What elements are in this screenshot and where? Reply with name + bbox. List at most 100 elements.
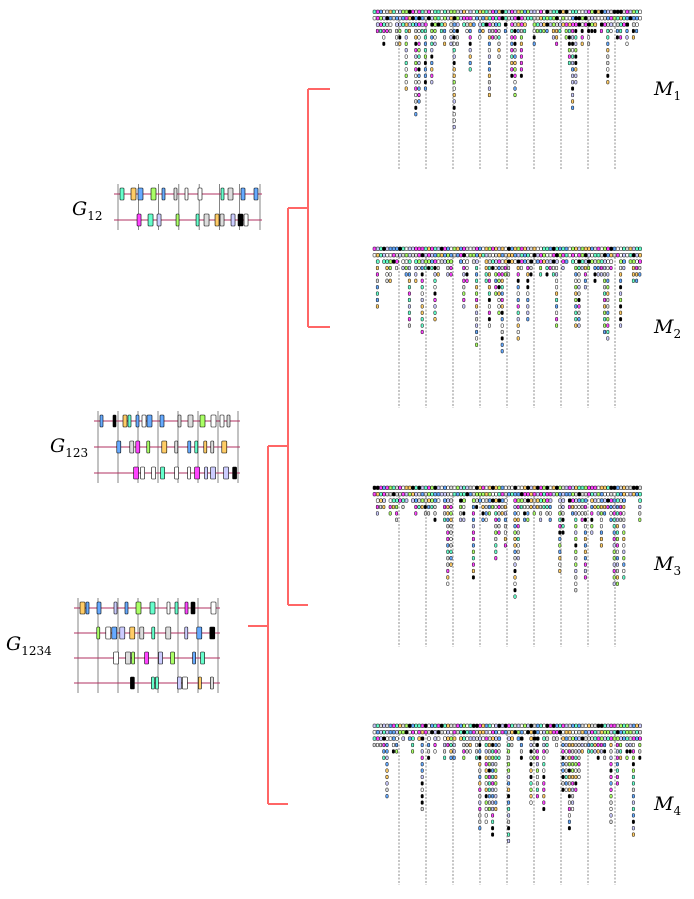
marker <box>411 730 415 735</box>
marker <box>468 60 472 66</box>
marker <box>555 291 559 296</box>
marker <box>529 485 534 490</box>
marker <box>427 16 431 21</box>
marker <box>478 794 482 799</box>
marker <box>385 723 390 728</box>
marker <box>567 41 571 46</box>
marker <box>449 253 454 258</box>
marker <box>436 9 441 14</box>
marker <box>558 562 562 567</box>
marker <box>497 22 502 27</box>
marker <box>468 723 473 728</box>
marker <box>545 246 550 251</box>
marker <box>615 781 619 786</box>
gene-block <box>194 466 200 480</box>
marker <box>529 781 533 786</box>
marker <box>497 742 501 748</box>
marker <box>606 35 610 40</box>
marker <box>487 67 491 72</box>
marker <box>583 285 587 290</box>
marker <box>446 530 450 535</box>
marker <box>462 723 466 728</box>
marker <box>420 736 425 741</box>
marker <box>529 736 534 741</box>
marker <box>411 16 415 21</box>
label-g123: G123 <box>50 435 88 460</box>
marker <box>478 774 482 780</box>
marker <box>446 511 450 516</box>
marker <box>635 730 639 735</box>
marker <box>558 549 562 554</box>
marker <box>587 485 591 490</box>
marker <box>433 259 438 264</box>
marker <box>491 22 495 27</box>
marker <box>484 806 488 812</box>
marker <box>497 259 502 264</box>
marker <box>404 723 409 728</box>
marker <box>449 549 453 554</box>
marker <box>615 774 619 780</box>
marker <box>385 9 390 14</box>
marker <box>455 723 460 728</box>
marker <box>497 272 501 277</box>
marker <box>433 304 437 309</box>
marker <box>407 9 412 14</box>
marker <box>484 730 489 735</box>
marker <box>603 291 607 296</box>
marker <box>385 781 389 786</box>
gene-block <box>174 466 179 480</box>
marker <box>452 118 456 123</box>
marker <box>452 492 457 497</box>
marker <box>491 813 495 818</box>
marker <box>497 517 501 522</box>
marker <box>628 253 633 258</box>
marker <box>475 304 479 309</box>
marker <box>542 749 546 754</box>
marker <box>513 723 518 728</box>
gene-block <box>182 676 188 690</box>
marker <box>532 755 536 760</box>
marker <box>577 246 582 251</box>
marker <box>625 485 630 490</box>
marker <box>526 511 530 516</box>
marker <box>535 22 540 27</box>
marker <box>638 272 642 277</box>
marker <box>590 749 594 754</box>
marker <box>491 800 495 805</box>
marker <box>574 498 578 503</box>
marker <box>612 562 616 567</box>
marker <box>385 278 389 283</box>
marker <box>446 246 450 251</box>
marker <box>510 246 514 251</box>
marker <box>443 9 447 14</box>
gene-block <box>184 601 189 615</box>
marker <box>487 730 492 735</box>
marker <box>500 485 505 490</box>
marker <box>462 253 466 258</box>
marker <box>567 742 571 748</box>
marker <box>407 317 411 322</box>
gene-block <box>220 187 225 201</box>
marker <box>561 517 565 522</box>
marker <box>382 16 386 21</box>
marker <box>615 543 619 548</box>
marker <box>516 9 521 14</box>
marker <box>561 265 565 271</box>
marker <box>599 742 603 748</box>
marker <box>475 259 479 264</box>
marker <box>507 253 511 258</box>
marker <box>516 536 520 542</box>
marker <box>555 265 559 271</box>
marker <box>484 749 488 754</box>
marker <box>539 485 543 490</box>
marker <box>452 124 456 130</box>
gene-block <box>119 626 126 640</box>
marker <box>519 492 524 497</box>
marker <box>561 9 566 14</box>
marker <box>478 762 482 767</box>
marker <box>391 736 396 741</box>
marker <box>539 16 543 21</box>
marker <box>596 723 601 728</box>
marker <box>603 323 607 328</box>
marker <box>603 742 607 748</box>
